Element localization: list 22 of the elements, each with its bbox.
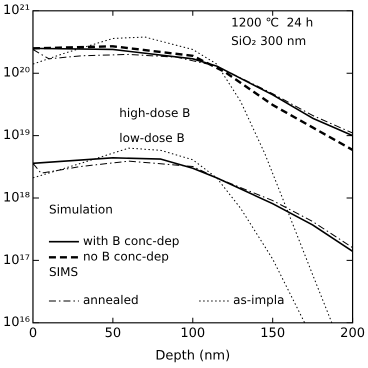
legend-label: with B conc-dep <box>82 234 180 248</box>
y-tick-label: 10²¹ <box>2 3 30 18</box>
annotation: high-dose B <box>119 106 190 120</box>
x-tick-label: 100 <box>180 326 206 341</box>
legend-label: as-impla <box>233 293 284 308</box>
y-tick-label: 10¹⁷ <box>2 252 30 268</box>
x-tick-label: 150 <box>260 326 286 341</box>
y-tick-label: 10¹⁶ <box>2 315 30 330</box>
x-tick-label: 0 <box>28 326 38 341</box>
y-tick-label: 10¹⁹ <box>2 128 30 143</box>
annotation: 1200 ℃ 24 h <box>231 15 314 30</box>
legend-label: annealed <box>82 293 139 308</box>
annotation: Simulation <box>48 202 113 217</box>
annotation: SIMS <box>48 265 78 280</box>
y-tick-label: 10¹⁸ <box>2 190 30 206</box>
y-tick-label: 10²⁰ <box>2 66 30 81</box>
x-tick-label: 50 <box>104 326 122 341</box>
x-tick-label: 200 <box>340 326 366 341</box>
legend-label: no B conc-dep <box>82 249 169 264</box>
annotation: SiO₂ 300 nm <box>231 34 306 48</box>
annotation: low-dose B <box>119 130 185 145</box>
x-axis-title: Depth (nm) <box>155 348 230 364</box>
